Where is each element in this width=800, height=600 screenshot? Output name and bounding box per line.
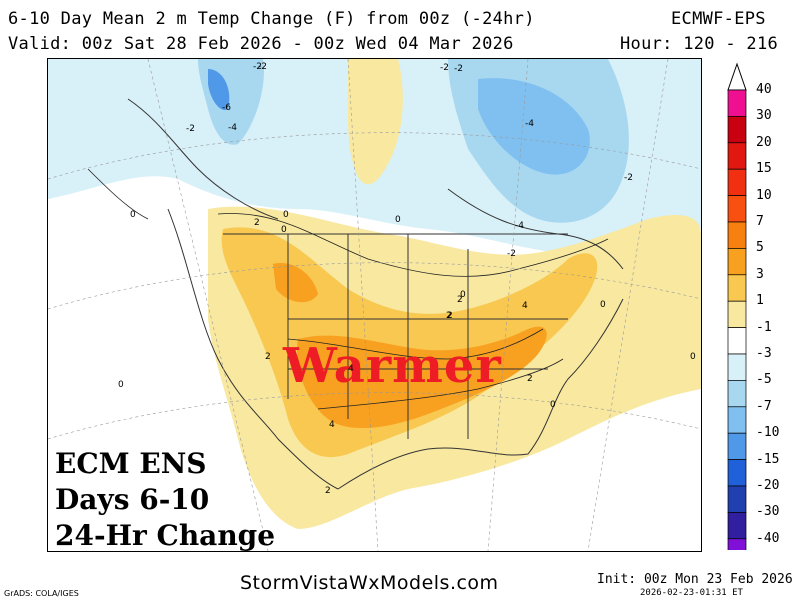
colorbar [727, 62, 747, 566]
colorbar-svg [727, 62, 747, 566]
colorbar-label: -15 [756, 451, 780, 467]
colorbar-label: -5 [756, 372, 772, 388]
colorbar-label: -3 [756, 346, 772, 361]
contour-label: 2 [447, 311, 453, 321]
contour-label: -2 [454, 64, 463, 74]
colorbar-label: -10 [756, 425, 780, 441]
contour-label: -2 [624, 173, 633, 183]
colorbar-label: 3 [756, 266, 764, 282]
colorbar-label: 20 [756, 134, 772, 150]
contour-label: -2 [258, 62, 267, 72]
contour-label: -4 [515, 221, 524, 231]
colorbar-swatch [727, 89, 747, 117]
contour-label: 0 [460, 290, 466, 300]
contour-label: 0 [395, 215, 401, 225]
contour-label: 0 [283, 210, 289, 220]
colorbar-swatch [727, 274, 747, 302]
colorbar-label: -30 [756, 504, 780, 520]
generated-timestamp: 2026-02-23-01:31 ET [640, 588, 743, 598]
forecast-hours: Hour: 120 - 216 [620, 34, 779, 54]
contour-label: 2 [527, 374, 533, 384]
contour-label: 0 [130, 210, 136, 220]
colorbar-swatch [727, 195, 747, 223]
contour-label: 4 [522, 301, 528, 311]
init-time: Init: 00z Mon 23 Feb 2026 [597, 572, 793, 587]
warmer-annotation: Warmer [283, 338, 502, 394]
annotation-line-model: ECM ENS [55, 447, 207, 480]
colorbar-label: 1 [756, 293, 764, 309]
contour-label: 2 [457, 295, 463, 305]
annotation-line-change: 24-Hr Change [55, 519, 276, 552]
colorbar-swatch [727, 116, 747, 144]
colorbar-swatch [727, 512, 747, 540]
contour-label: -4 [525, 119, 534, 129]
colorbar-swatch [727, 300, 747, 328]
contour-label: -2 [507, 249, 516, 259]
colorbar-swatch [727, 406, 747, 434]
colorbar-swatch [727, 168, 747, 196]
map-title: 6-10 Day Mean 2 m Temp Change (F) from 0… [8, 9, 535, 29]
contour-label: 0 [690, 352, 696, 362]
colorbar-swatch [727, 142, 747, 170]
contour-label: 4 [329, 420, 335, 430]
colorbar-label: 40 [756, 82, 772, 97]
colorbar-label: -20 [756, 478, 780, 493]
contour-label: 0 [118, 380, 124, 390]
contour-label: 2 [254, 218, 260, 228]
annotation-line-days: Days 6-10 [55, 483, 210, 516]
model-name: ECMWF-EPS [671, 9, 766, 29]
credit-text: GrADS: COLA/IGES [4, 589, 79, 598]
colorbar-label: 10 [756, 187, 772, 203]
colorbar-label: -7 [756, 398, 772, 414]
colorbar-label: 5 [756, 240, 764, 256]
contour-label: -6 [222, 103, 231, 113]
contour-label: 0 [600, 300, 606, 310]
colorbar-swatch [727, 459, 747, 487]
website-name: StormVistaWxModels.com [240, 572, 499, 594]
colorbar-swatch [727, 380, 747, 408]
contour-label: 0 [281, 225, 287, 235]
model-annotation: ECM ENS Days 6-10 24-Hr Change [55, 446, 275, 554]
colorbar-label: -1 [756, 319, 772, 335]
colorbar-label: 7 [756, 214, 764, 229]
colorbar-swatch [727, 353, 747, 381]
colorbar-swatch [727, 248, 747, 276]
contour-label: 2 [265, 352, 271, 362]
colorbar-label: 30 [756, 108, 772, 124]
colorbar-swatch [727, 221, 747, 249]
colorbar-label: -40 [756, 530, 780, 546]
colorbar-top-arrow [727, 62, 747, 91]
contour-label: -2 [440, 63, 449, 73]
contour-label: 2 [325, 486, 331, 496]
temperature-change-map [47, 58, 702, 552]
contour-label: 0 [550, 400, 556, 410]
contour-label: -2 [186, 124, 195, 134]
colorbar-label: 15 [756, 161, 772, 177]
colorbar-swatch [727, 538, 747, 566]
valid-period: Valid: 00z Sat 28 Feb 2026 - 00z Wed 04 … [8, 34, 514, 54]
contour-label: 4 [348, 364, 354, 374]
contour-label: -4 [228, 123, 237, 133]
colorbar-swatch [727, 432, 747, 460]
colorbar-swatch [727, 485, 747, 513]
contour-label: 2 [446, 311, 452, 321]
colorbar-swatch [727, 327, 747, 355]
contour-label: -2 [253, 62, 262, 72]
